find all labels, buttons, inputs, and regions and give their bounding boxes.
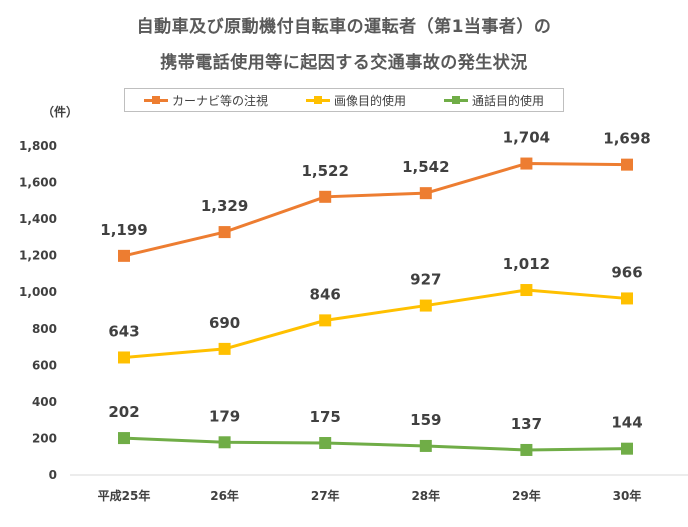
data-point	[621, 158, 633, 171]
y-tick-label: 1,000	[19, 285, 57, 299]
legend: カーナビ等の注視 画像目的使用 通話目的使用	[124, 88, 564, 112]
data-point	[419, 439, 432, 452]
legend-item-navigation: カーナビ等の注視	[143, 92, 268, 109]
x-tick-label: 30年	[613, 488, 642, 503]
data-label: 1,704	[503, 129, 550, 147]
data-label: 966	[611, 263, 642, 281]
x-tick-label: 27年	[311, 488, 340, 503]
legend-swatch-image	[305, 95, 330, 104]
y-tick-label: 400	[32, 395, 57, 409]
x-tick-label: 28年	[411, 488, 440, 503]
data-point	[218, 342, 231, 355]
data-label: 1,012	[503, 255, 550, 273]
legend-swatch-navigation	[143, 95, 168, 104]
y-tick-label: 800	[32, 322, 57, 336]
data-point	[520, 284, 533, 297]
legend-label-call: 通話目的使用	[471, 93, 544, 108]
data-label: 1,698	[603, 130, 650, 148]
data-point	[319, 437, 332, 450]
legend-item-image: 画像目的使用	[305, 92, 406, 109]
data-point	[520, 443, 533, 456]
data-label: 1,542	[402, 158, 449, 176]
y-tick-label: 200	[32, 431, 57, 445]
data-point	[319, 190, 332, 203]
data-point	[118, 432, 130, 445]
data-point	[419, 187, 432, 200]
legend-label-image: 画像目的使用	[333, 93, 406, 108]
data-label: 1,329	[201, 197, 248, 215]
data-label: 927	[410, 271, 441, 289]
series-line	[123, 162, 628, 258]
data-label: 1,522	[301, 162, 348, 180]
y-tick-label: 1,600	[19, 176, 57, 190]
data-label: 159	[410, 411, 441, 429]
y-tick-label: 1,800	[19, 139, 57, 153]
series-line	[123, 288, 628, 359]
y-tick-label: 1,200	[19, 249, 57, 263]
series-line	[123, 436, 628, 452]
data-point	[118, 351, 130, 364]
data-label: 690	[209, 314, 240, 332]
chart-title: 自動車及び原動機付自転車の運転者（第1当事者）の	[136, 17, 552, 37]
data-point	[621, 292, 633, 305]
data-label: 1,199	[100, 221, 147, 239]
y-tick-label: 600	[32, 358, 57, 372]
data-label: 202	[108, 403, 139, 421]
x-tick-label: 平成25年	[98, 488, 151, 503]
data-label: 137	[511, 415, 542, 433]
y-tick-label: 1,400	[19, 212, 57, 226]
data-point	[319, 314, 332, 327]
y-axis-unit-label: （件）	[42, 104, 78, 119]
data-label: 179	[209, 407, 240, 425]
x-tick-label: 29年	[512, 488, 541, 503]
data-label: 175	[310, 408, 341, 426]
data-point	[218, 226, 231, 239]
data-point	[520, 157, 533, 170]
legend-item-call: 通話目的使用	[443, 92, 544, 109]
x-tick-label: 26年	[210, 488, 239, 503]
legend-label-navigation: カーナビ等の注視	[171, 93, 268, 108]
chart-subtitle: 携帯電話使用等に起因する交通事故の発生状況	[160, 53, 528, 73]
data-label: 846	[310, 285, 341, 303]
data-point	[118, 249, 130, 262]
data-point	[419, 299, 432, 312]
data-label: 144	[611, 414, 642, 432]
data-point	[218, 436, 231, 449]
y-tick-label: 0	[49, 468, 57, 482]
data-label: 643	[108, 322, 139, 340]
data-point	[621, 442, 633, 455]
legend-swatch-call	[443, 95, 468, 104]
